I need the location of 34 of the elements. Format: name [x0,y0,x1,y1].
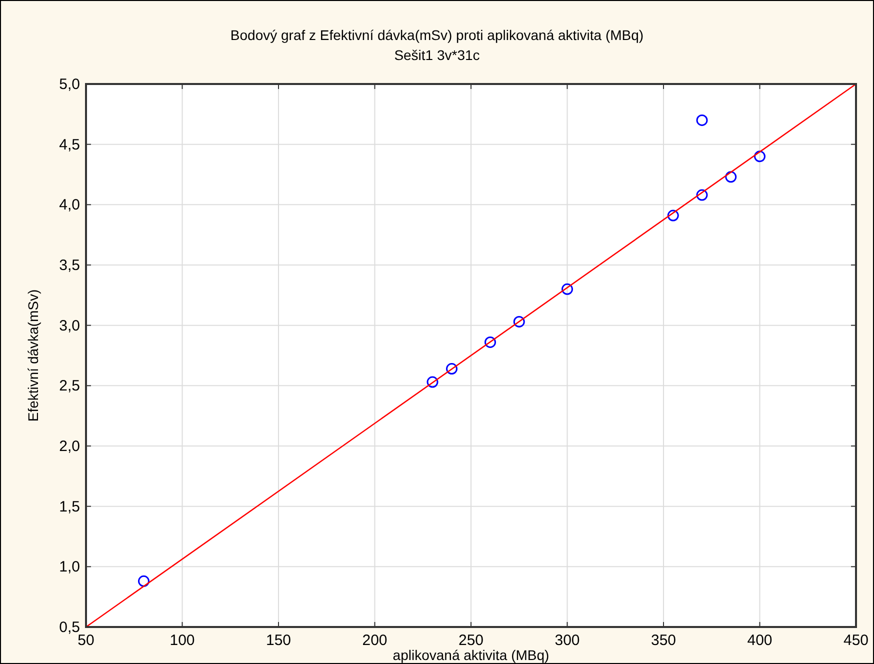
point [513,316,525,328]
y-axis-title: Efektivní dávka(mSv) [25,289,41,422]
chart-title: Bodový graf z Efektivní dávka(mSv) proti aplikovaná aktivita (MBq) [230,27,644,43]
y-tick-label: 0,5 [59,619,80,636]
point [696,189,708,201]
y-tick-label: 2,5 [59,378,80,395]
y-tick-label: 2,0 [59,438,80,455]
x-tick-label: 250 [458,632,484,649]
x-tick-label: 350 [650,632,676,649]
point [725,171,737,183]
y-tick-label: 1,0 [59,558,80,576]
y-tick-label: 1,5 [59,498,80,516]
y-tick-label: 4,5 [59,136,80,154]
point [667,210,679,222]
point [446,363,458,375]
x-tick-label: 400 [747,632,772,649]
x-tick-label: 200 [362,632,388,649]
x-axis-title: aplikovaná aktivita (MBq) [392,647,550,663]
point [696,114,708,126]
x-tick-label: 50 [78,632,94,649]
point [426,376,438,388]
point [754,150,766,162]
y-tick-label: 3,5 [59,257,80,274]
point [484,336,496,348]
point [138,575,150,587]
point [562,283,573,295]
x-tick-label: 100 [170,632,195,649]
x-tick-label: 450 [843,632,869,649]
y-tick-label: 5,0 [59,76,80,93]
chart-subtitle: Sešit1 3v*31c [394,47,480,63]
x-tick-label: 300 [554,632,580,649]
x-tick-label: 150 [266,632,292,649]
y-tick-label: 3,0 [59,317,80,334]
y-tick-label: 4,0 [59,196,80,214]
